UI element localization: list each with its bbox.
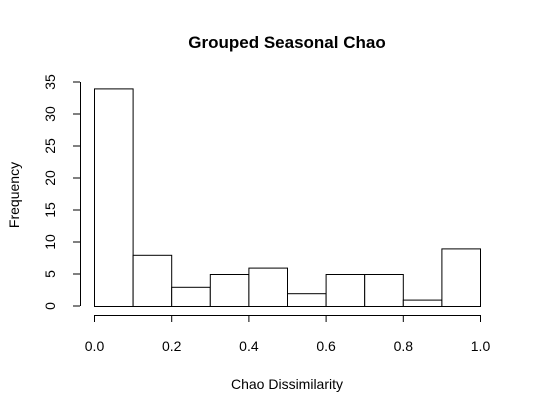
y-axis-title: Frequency (6, 162, 22, 228)
chart-title: Grouped Seasonal Chao (188, 33, 385, 52)
histogram-bar-1 (132, 254, 173, 308)
histogram-bar-4 (248, 267, 288, 308)
y-axis: 0 5 10 15 20 25 30 35 (42, 74, 81, 310)
histogram-bar-3 (209, 274, 250, 307)
y-tick-label: 5 (42, 270, 58, 278)
y-tick-label: 0 (42, 302, 58, 310)
histogram-bar-0 (94, 88, 134, 308)
y-tick-label: 30 (42, 106, 58, 122)
histogram-bar-2 (171, 286, 211, 307)
x-tick-label: 1.0 (471, 338, 491, 354)
histogram-bar-8 (402, 299, 443, 308)
x-tick-label: 0.8 (394, 338, 414, 354)
bars-group (94, 88, 481, 308)
x-axis: 0.0 0.2 0.4 0.6 0.8 1.0 (85, 315, 491, 354)
y-tick-label: 15 (42, 202, 58, 218)
histogram-bar-7 (364, 274, 404, 307)
x-tick-label: 0.6 (316, 338, 336, 354)
x-tick-label: 0.4 (239, 338, 259, 354)
y-tick-label: 10 (42, 234, 58, 250)
histogram-bar-6 (325, 274, 366, 307)
histogram-bar-9 (441, 248, 481, 307)
y-tick-label: 35 (42, 74, 58, 90)
x-tick-label: 0.2 (162, 338, 182, 354)
x-axis-title: Chao Dissimilarity (231, 376, 343, 392)
histogram-bar-5 (287, 293, 327, 308)
y-tick-label: 20 (42, 170, 58, 186)
x-tick-label: 0.0 (85, 338, 105, 354)
y-tick-label: 25 (42, 138, 58, 154)
